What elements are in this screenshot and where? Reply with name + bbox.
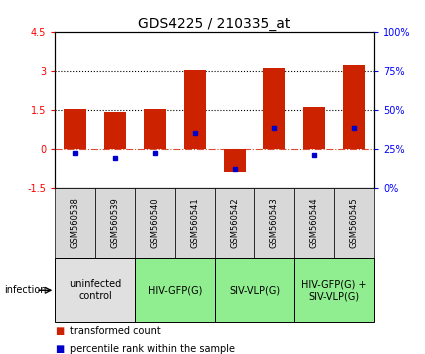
Text: GSM560538: GSM560538 [71,198,79,249]
Text: transformed count: transformed count [70,326,161,336]
Text: infection: infection [4,285,47,295]
Text: GSM560544: GSM560544 [310,198,319,249]
Bar [303,107,325,149]
Bar [175,188,215,258]
Bar [215,188,255,258]
Bar [55,258,135,322]
Text: GSM560542: GSM560542 [230,198,239,249]
Bar [215,258,294,322]
Text: GSM560541: GSM560541 [190,198,199,249]
Text: percentile rank within the sample: percentile rank within the sample [70,344,235,354]
Bar [55,188,95,258]
Text: GSM560539: GSM560539 [110,198,119,249]
Bar [343,65,365,149]
Text: ■: ■ [55,326,65,336]
Text: SIV-VLP(G): SIV-VLP(G) [229,285,280,295]
Text: GSM560540: GSM560540 [150,198,159,249]
Bar [95,188,135,258]
Text: uninfected
control: uninfected control [69,279,121,301]
Bar [224,149,246,172]
Bar [64,109,86,149]
Bar [334,188,374,258]
Text: HIV-GFP(G): HIV-GFP(G) [147,285,202,295]
Bar [294,258,374,322]
Bar [104,112,126,149]
Text: GSM560543: GSM560543 [270,198,279,249]
Text: ■: ■ [55,344,65,354]
Title: GDS4225 / 210335_at: GDS4225 / 210335_at [139,17,291,31]
Bar [135,258,215,322]
Text: GSM560545: GSM560545 [350,198,359,249]
Bar [184,70,206,149]
Bar [135,188,175,258]
Bar [144,109,166,149]
Bar [255,188,294,258]
Bar [264,68,285,149]
Bar [294,188,334,258]
Text: HIV-GFP(G) +
SIV-VLP(G): HIV-GFP(G) + SIV-VLP(G) [301,279,367,301]
